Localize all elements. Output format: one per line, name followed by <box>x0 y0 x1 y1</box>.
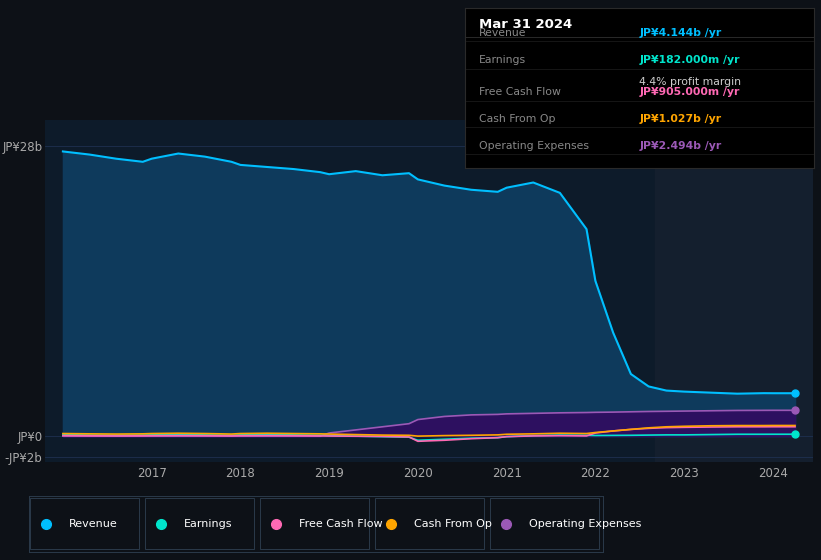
Text: Earnings: Earnings <box>184 519 232 529</box>
Text: Operating Expenses: Operating Expenses <box>479 141 589 151</box>
Text: Cash From Op: Cash From Op <box>414 519 492 529</box>
Text: Free Cash Flow: Free Cash Flow <box>479 87 561 97</box>
Text: JP¥905.000m /yr: JP¥905.000m /yr <box>639 87 740 97</box>
Text: Revenue: Revenue <box>479 27 526 38</box>
Text: Free Cash Flow: Free Cash Flow <box>299 519 383 529</box>
Text: Cash From Op: Cash From Op <box>479 114 555 124</box>
Text: 4.4% profit margin: 4.4% profit margin <box>639 77 741 87</box>
Text: JP¥2.494b /yr: JP¥2.494b /yr <box>639 141 722 151</box>
Bar <box>655 120 817 462</box>
Text: Mar 31 2024: Mar 31 2024 <box>479 18 572 31</box>
Text: JP¥1.027b /yr: JP¥1.027b /yr <box>639 114 722 124</box>
Text: JP¥4.144b /yr: JP¥4.144b /yr <box>639 27 722 38</box>
Text: JP¥182.000m /yr: JP¥182.000m /yr <box>639 55 740 65</box>
Text: Earnings: Earnings <box>479 55 525 65</box>
Text: Operating Expenses: Operating Expenses <box>529 519 641 529</box>
Text: Revenue: Revenue <box>69 519 117 529</box>
